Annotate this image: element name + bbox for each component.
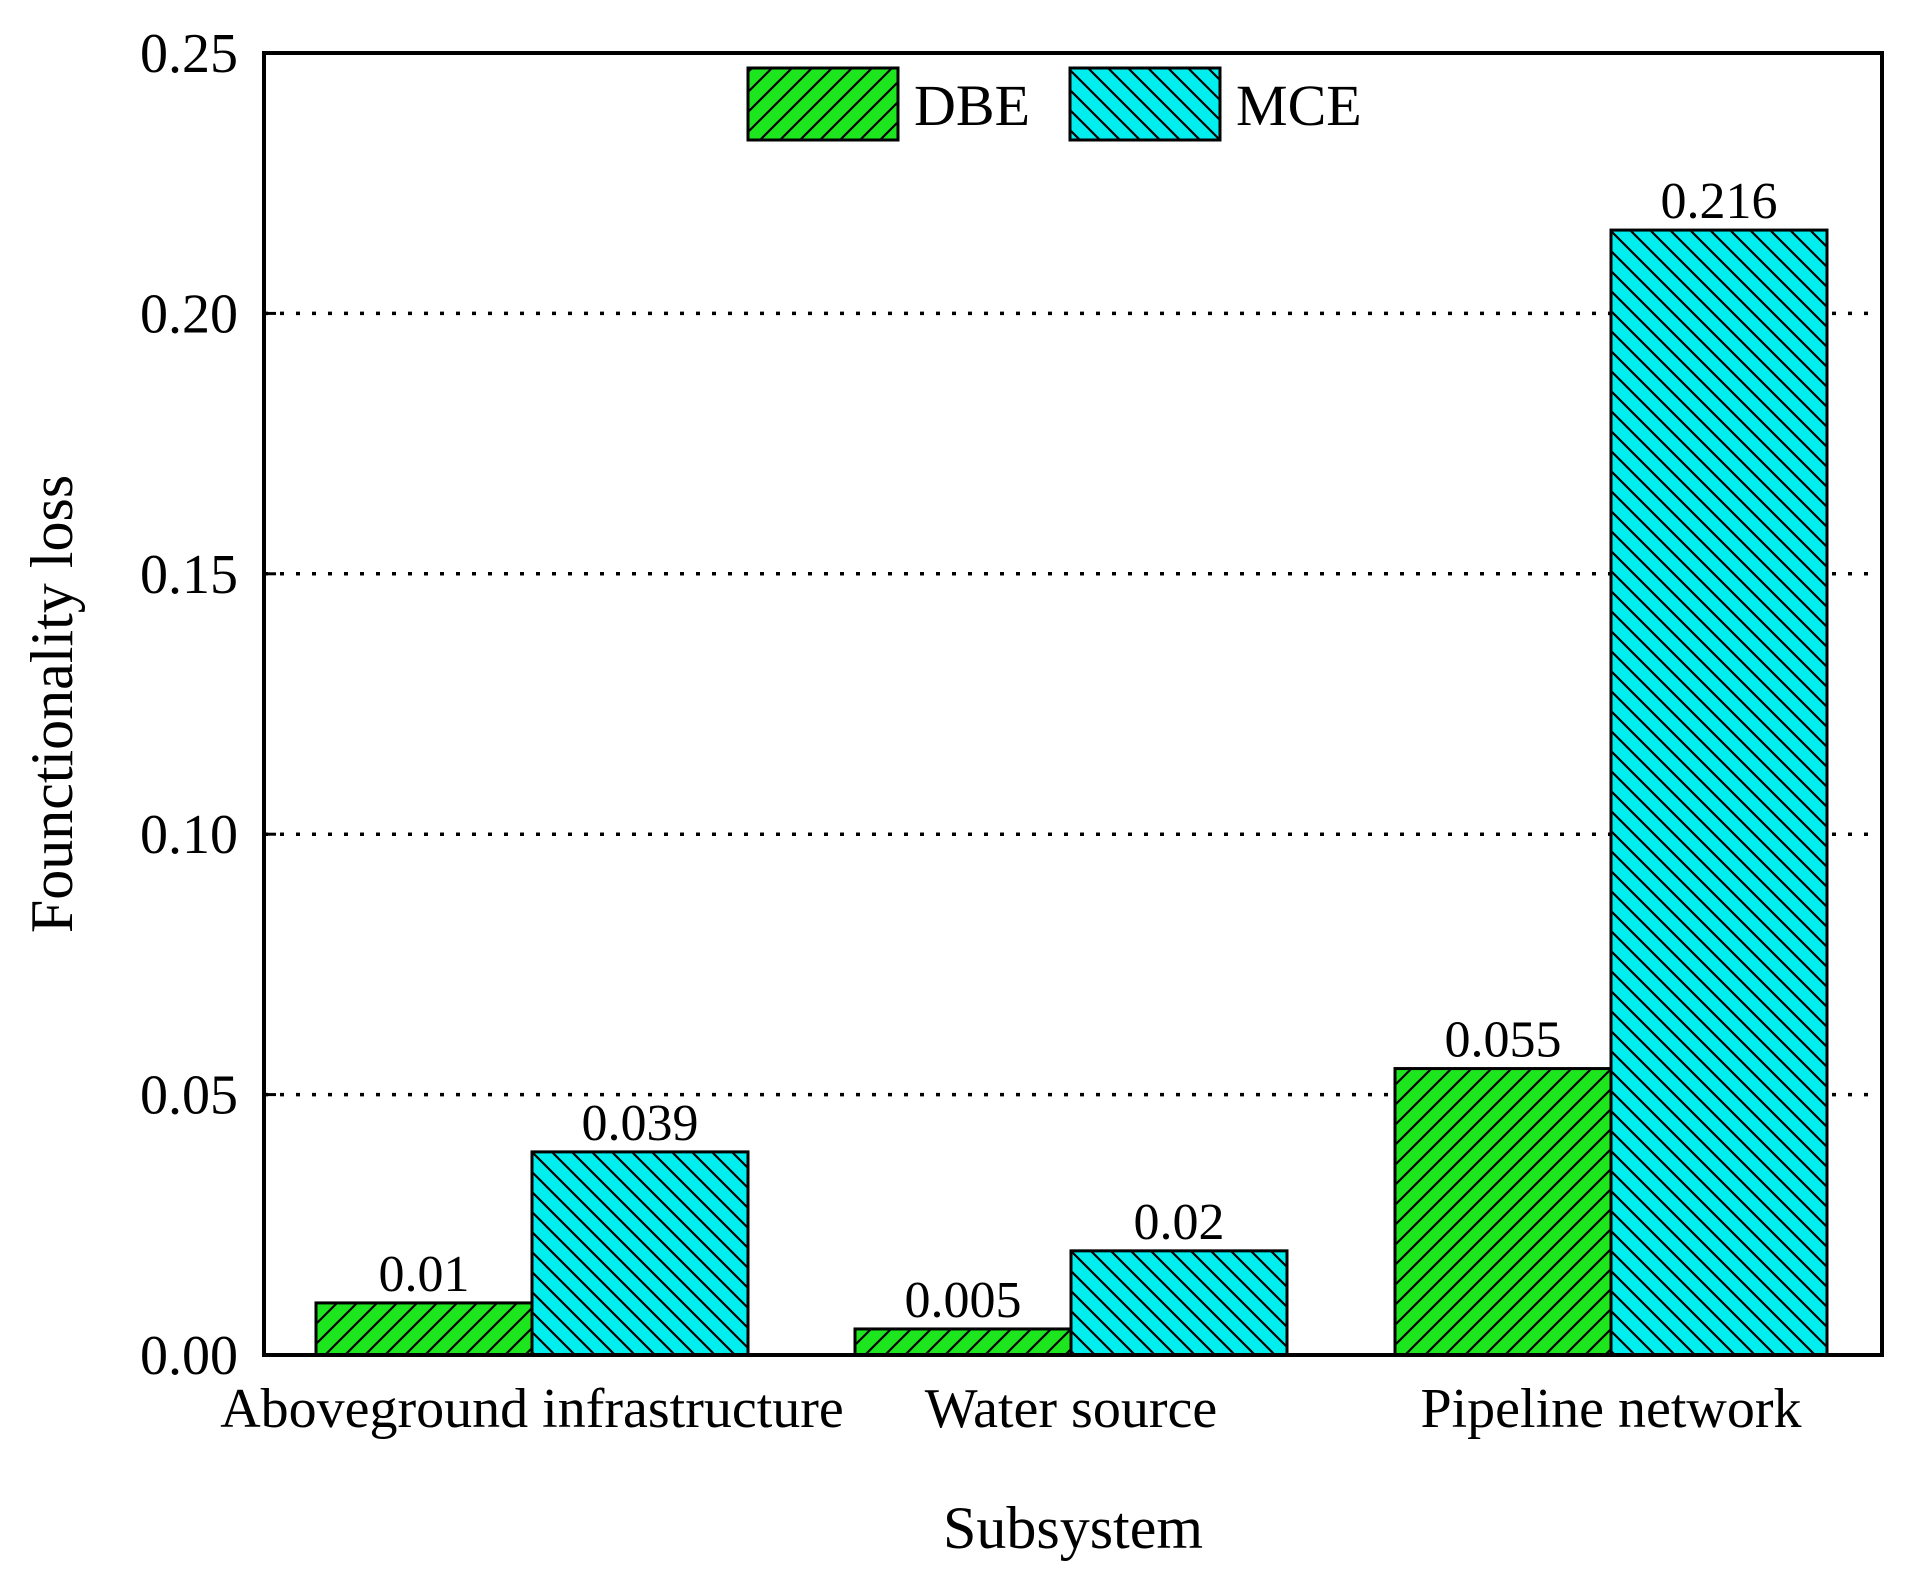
y-tick-label: 0.10 — [140, 804, 238, 866]
y-tick-label: 0.25 — [140, 23, 238, 85]
y-axis-ticks: 0.00 0.05 0.10 0.15 0.20 0.25 — [140, 23, 276, 1387]
bar-value-label: 0.055 — [1445, 1012, 1562, 1069]
y-tick-label: 0.15 — [140, 544, 238, 606]
bar-mce — [1069, 1249, 1289, 1357]
y-tick-label: 0.20 — [140, 283, 238, 345]
bar-value-labels: 0.01 0.039 0.005 0.02 0.055 0.216 — [379, 173, 1778, 1329]
bar-mce — [1609, 228, 1829, 1357]
bar-value-label: 0.01 — [379, 1246, 470, 1303]
legend-label-dbe: DBE — [914, 73, 1030, 138]
bar-dbe — [314, 1301, 534, 1357]
bar-dbe — [853, 1327, 1073, 1357]
legend-label-mce: MCE — [1236, 73, 1362, 138]
x-axis-title: Subsystem — [943, 1495, 1203, 1561]
bar-mce — [530, 1150, 750, 1357]
x-category-label: Aboveground infrastructure — [220, 1378, 844, 1440]
bar-value-label: 0.02 — [1134, 1194, 1225, 1251]
y-axis-title: Founctionality loss — [19, 475, 85, 933]
legend: DBE MCE — [746, 66, 1362, 142]
x-category-label: Water source — [925, 1378, 1217, 1440]
legend-swatch-mce — [1068, 66, 1222, 142]
legend-swatch-dbe — [746, 66, 900, 142]
y-tick-label: 0.00 — [140, 1325, 238, 1387]
plot-frame — [262, 51, 1884, 1357]
bar-value-label: 0.216 — [1661, 173, 1778, 230]
bar-value-label: 0.039 — [582, 1095, 699, 1152]
y-tick-label: 0.05 — [140, 1065, 238, 1127]
x-category-label: Pipeline network — [1420, 1378, 1801, 1440]
bars — [314, 228, 1829, 1357]
x-axis-categories: Aboveground infrastructure Water source Pi… — [220, 1378, 1801, 1440]
bar-value-label: 0.005 — [905, 1272, 1022, 1329]
bar-dbe — [1393, 1067, 1613, 1357]
